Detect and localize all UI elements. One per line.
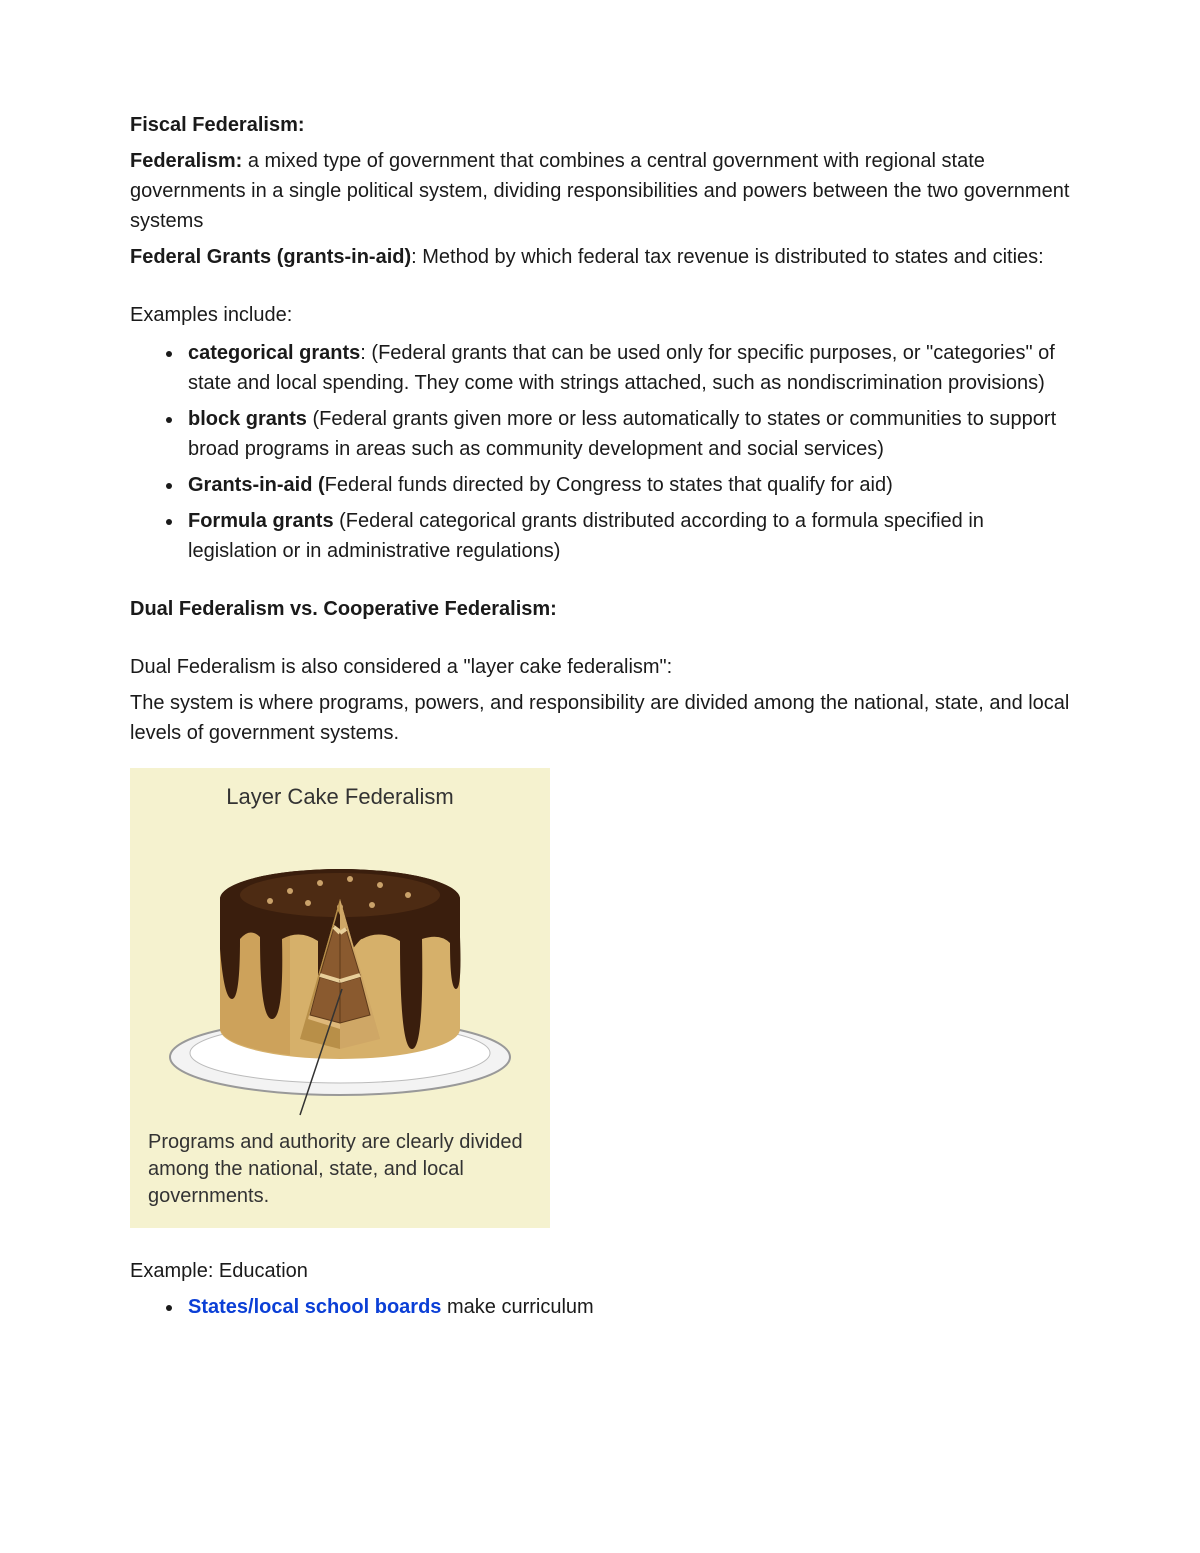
examples-intro: Examples include: (130, 300, 1070, 330)
heading-text: Fiscal Federalism: (130, 114, 305, 136)
grant-term: Formula grants (188, 510, 334, 532)
layer-cake-figure: Layer Cake Federalism (130, 768, 550, 1228)
example-link[interactable]: States/local school boards (188, 1296, 441, 1318)
example-label: Example: Education (130, 1256, 1070, 1286)
list-item: Formula grants (Federal categorical gran… (184, 506, 1070, 566)
list-item: categorical grants: (Federal grants that… (184, 338, 1070, 398)
grant-term: categorical grants (188, 342, 360, 364)
definition-term: Federalism: (130, 150, 242, 172)
grants-list: categorical grants: (Federal grants that… (130, 338, 1070, 566)
list-item: States/local school boards make curricul… (184, 1292, 1070, 1322)
definition-text: a mixed type of government that combines… (130, 150, 1069, 232)
grant-desc: Federal funds directed by Congress to st… (325, 474, 893, 496)
heading-fiscal-federalism: Fiscal Federalism: (130, 110, 1070, 140)
document-page: Fiscal Federalism: Federalism: a mixed t… (0, 0, 1200, 1553)
dual-federalism-line1: Dual Federalism is also considered a "la… (130, 652, 1070, 682)
definition-term: Federal Grants (grants-in-aid) (130, 246, 411, 268)
figure-title: Layer Cake Federalism (148, 780, 532, 813)
layer-cake-icon (150, 819, 530, 1119)
figure-caption: Programs and authority are clearly divid… (148, 1129, 532, 1210)
definition-text: : Method by which federal tax revenue is… (411, 246, 1044, 268)
definition-federalism: Federalism: a mixed type of government t… (130, 146, 1070, 236)
grant-desc: (Federal grants given more or less autom… (188, 408, 1056, 460)
list-item: Grants-in-aid (Federal funds directed by… (184, 470, 1070, 500)
definition-federal-grants: Federal Grants (grants-in-aid): Method b… (130, 242, 1070, 272)
heading-dual-vs-cooperative: Dual Federalism vs. Cooperative Federali… (130, 594, 1070, 624)
example-list: States/local school boards make curricul… (130, 1292, 1070, 1322)
grant-term: block grants (188, 408, 307, 430)
dual-federalism-line2: The system is where programs, powers, an… (130, 688, 1070, 748)
example-rest: make curriculum (441, 1296, 593, 1318)
grant-term: Grants-in-aid ( (188, 474, 325, 496)
list-item: block grants (Federal grants given more … (184, 404, 1070, 464)
